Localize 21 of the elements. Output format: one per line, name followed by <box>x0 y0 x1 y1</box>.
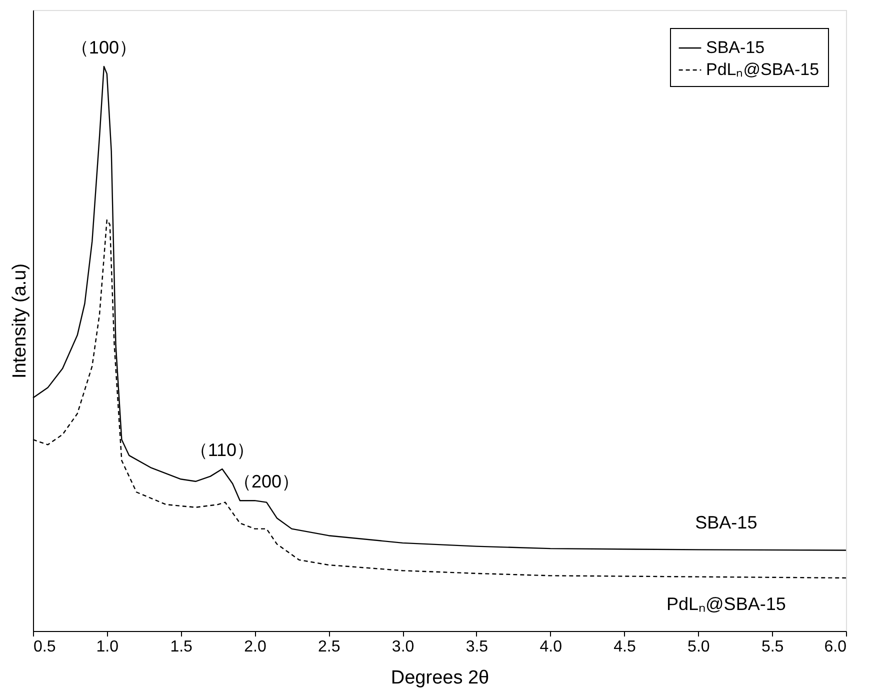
x-tick-label: 3.5 <box>466 638 488 656</box>
x-tick-label: 5.0 <box>688 638 710 656</box>
legend-label: SBA-15 <box>706 38 765 57</box>
x-tick-label: 3.0 <box>392 638 414 656</box>
x-axis-title: Degrees 2θ <box>390 668 490 688</box>
x-tick-label: 0.5 <box>34 638 56 656</box>
y-axis-title: Intensity (a.u) <box>10 263 30 379</box>
annotation: （110） <box>190 440 255 460</box>
x-tick-label: 1.0 <box>96 638 119 656</box>
x-tick-label: 1.5 <box>170 638 193 656</box>
x-tick-label: 2.0 <box>244 638 266 656</box>
text: PdLₙ@SBA-15 <box>666 594 786 614</box>
x-tick-label: 4.0 <box>540 638 562 656</box>
x-tick-label: 6.0 <box>824 638 847 656</box>
x-tick-label: 2.5 <box>318 638 340 656</box>
annotation: （200） <box>234 472 300 492</box>
text: SBA-15 <box>695 512 758 533</box>
x-tick-label: 4.5 <box>614 638 636 656</box>
annotation: （100） <box>70 37 137 58</box>
x-tick-label: 5.5 <box>761 638 784 656</box>
legend-label: PdLₙ@SBA-15 <box>706 60 820 79</box>
